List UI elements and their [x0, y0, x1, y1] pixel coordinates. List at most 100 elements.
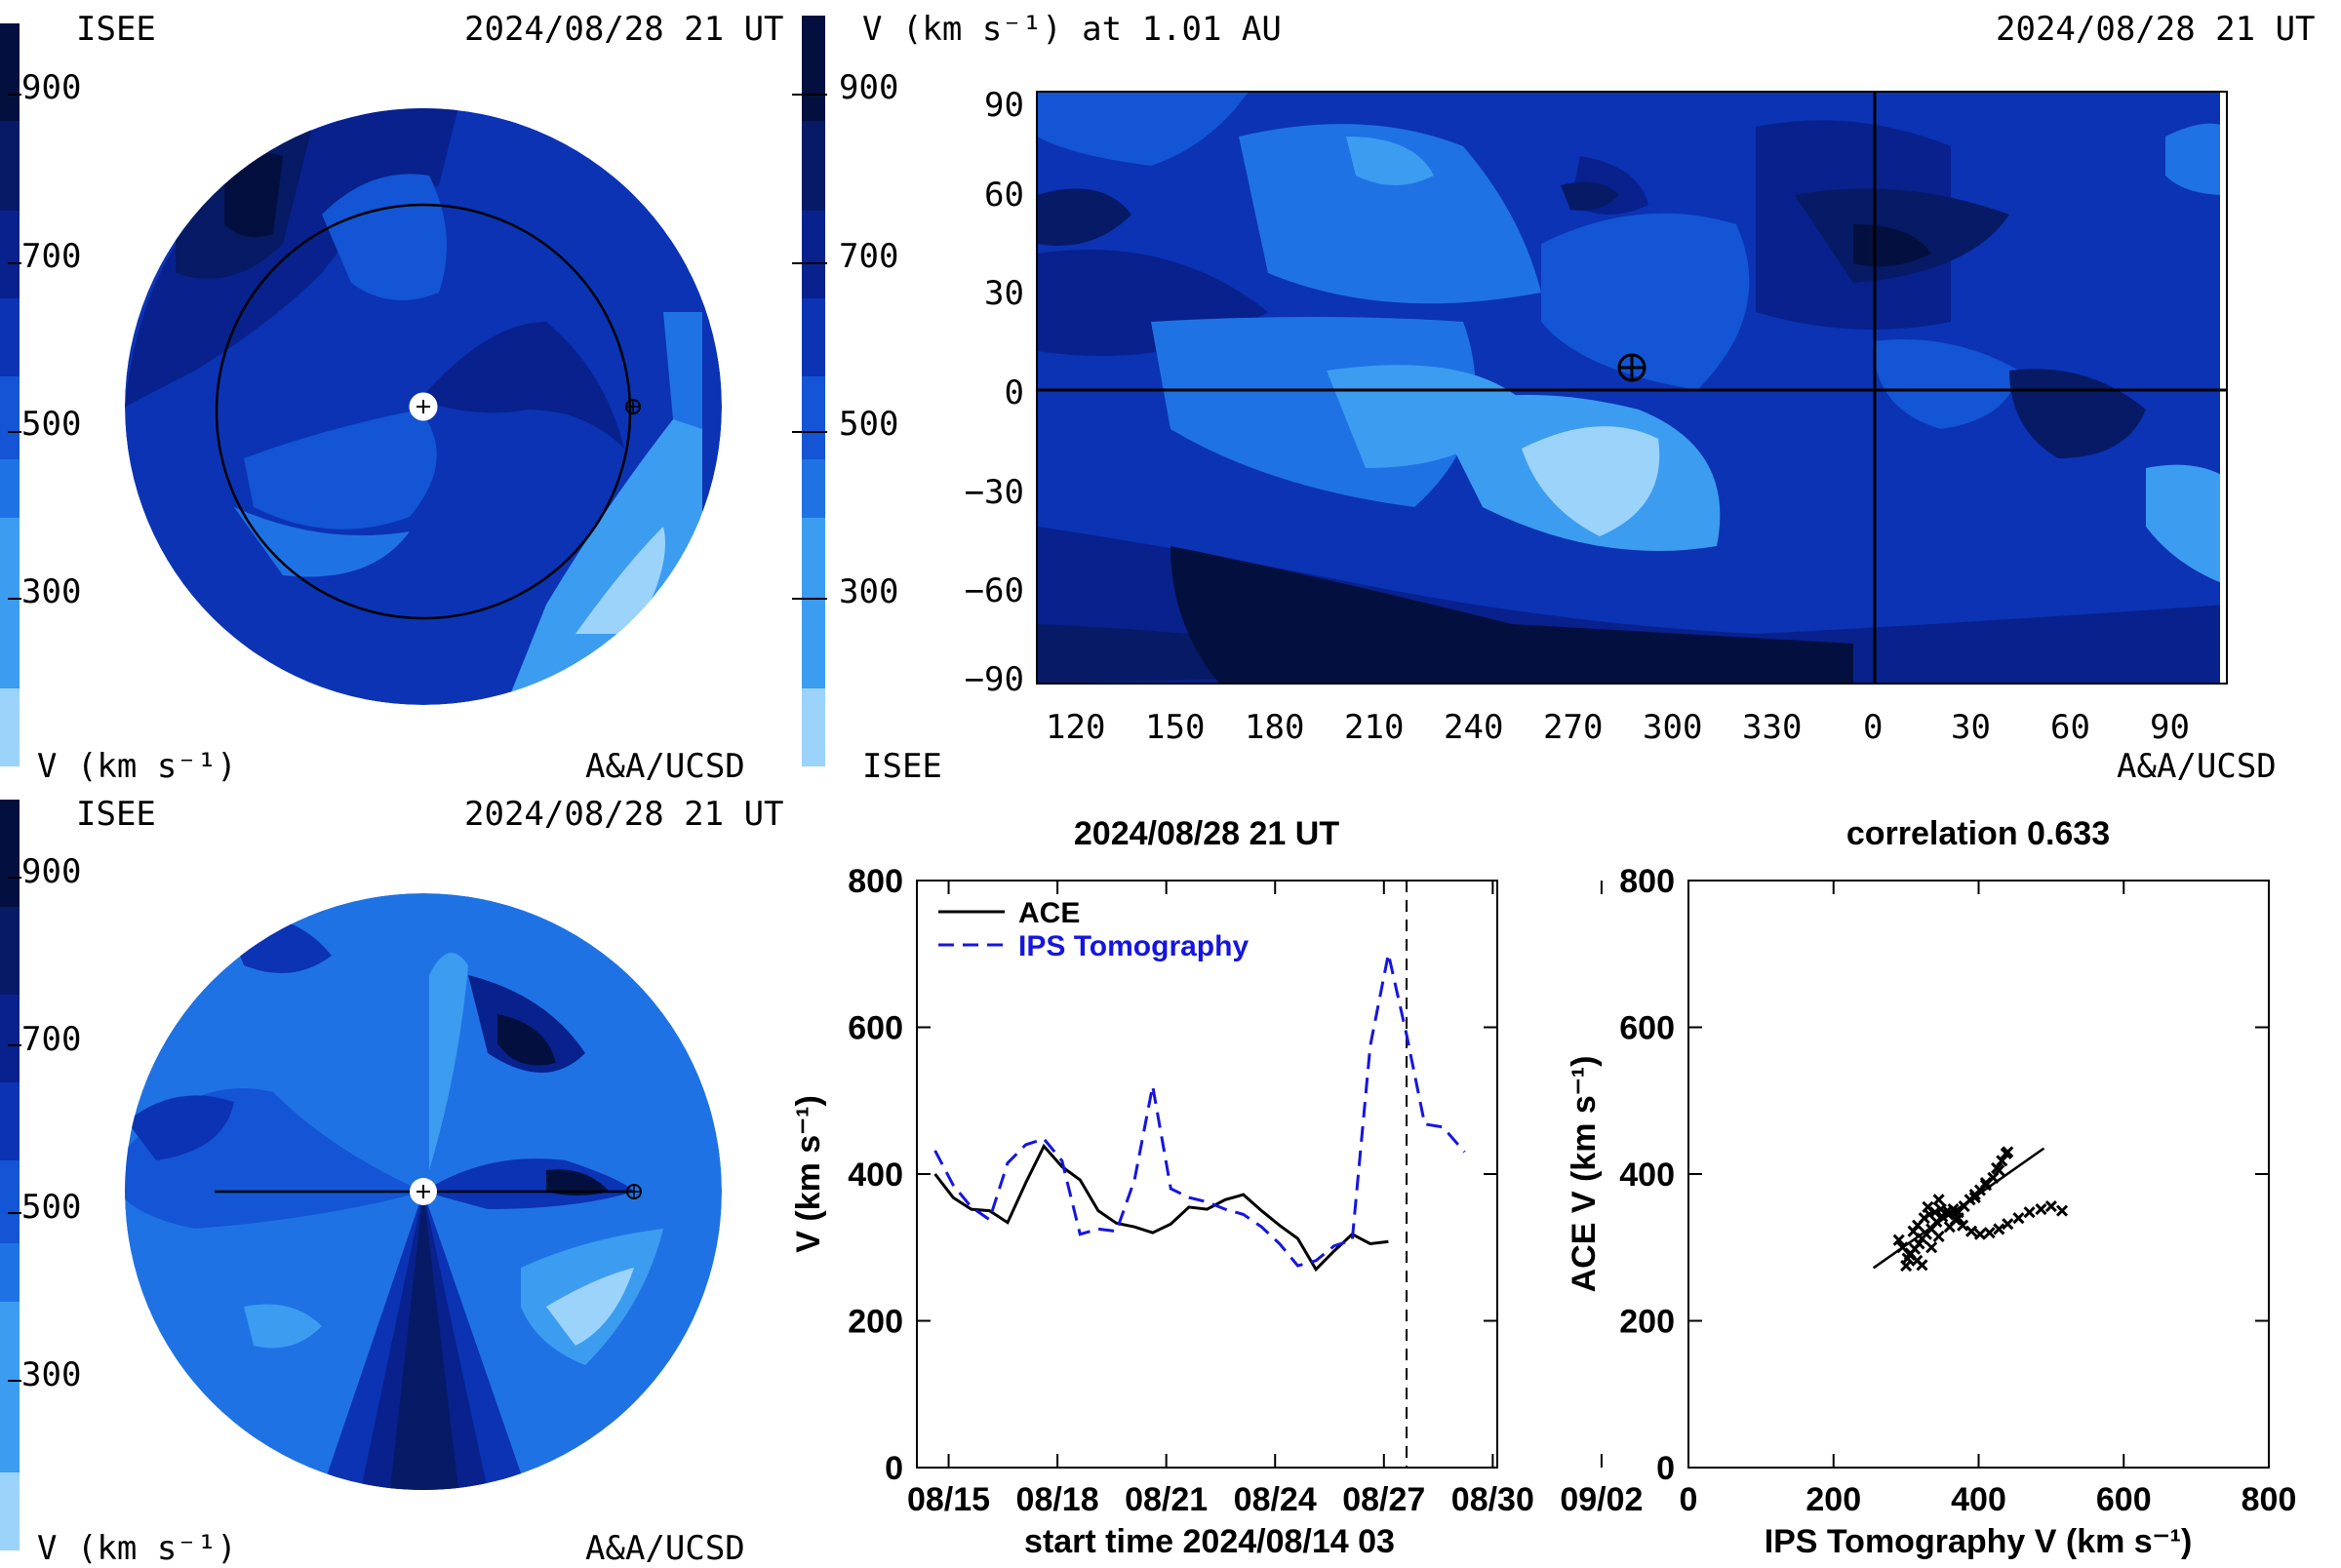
y-tick-label: 0: [885, 1450, 903, 1487]
longitude-tick-label: 60: [2050, 708, 2090, 747]
colorbar-top-right: [802, 16, 825, 766]
scatter-point: [2055, 1204, 2069, 1217]
series-line-ace: [933, 1143, 1389, 1273]
y-tick-label: 200: [848, 1304, 903, 1341]
x-tick-label: 600: [2096, 1481, 2152, 1518]
time-series-y-label: V (km s⁻¹): [790, 1095, 827, 1253]
longitude-tick-label: 330: [1742, 708, 1803, 747]
latitude-tick-label: −90: [964, 660, 1024, 699]
colorbar-tick-label: 700: [21, 1020, 82, 1059]
x-tick-label: 400: [1951, 1481, 2006, 1518]
scatter-point: [1916, 1259, 1928, 1272]
longitude-tick-label: 300: [1643, 708, 1703, 747]
scatter-point: [1934, 1203, 1947, 1216]
panel-org-label: ISEE: [862, 747, 942, 786]
y-tick-label: 800: [848, 863, 903, 900]
scatter-point: [1928, 1206, 1941, 1219]
scatter-point: [1991, 1161, 2004, 1175]
x-tick-label: 08/24: [1234, 1481, 1317, 1518]
y-tick-label: 0: [1656, 1450, 1675, 1487]
scatter-frame: [1687, 880, 2270, 1469]
legend-label: IPS Tomography: [1018, 930, 1249, 962]
synoptic-map-title: V (km s⁻¹) at 1.01 AU: [862, 10, 1282, 49]
colorbar-top-left: [0, 23, 20, 766]
y-tick-label: 400: [1619, 1156, 1675, 1194]
earth-orbit-top-left: [215, 203, 641, 620]
longitude-tick-label: 180: [1245, 708, 1305, 747]
colorbar-tick-label: 300: [21, 572, 82, 611]
longitude-tick-label: 150: [1145, 708, 1206, 747]
panel-timestamp: 2024/08/28 21 UT: [464, 795, 784, 834]
scatter-point: [1932, 1230, 1945, 1243]
synoptic-map-frame: [1036, 91, 2228, 685]
longitude-tick-label: 240: [1444, 708, 1504, 747]
longitude-tick-label: 270: [1543, 708, 1604, 747]
colorbar-tick-label: 700: [21, 237, 82, 276]
x-tick-label: 08/21: [1125, 1481, 1208, 1518]
scatter-point: [2002, 1218, 2014, 1231]
y-tick-label: 200: [1619, 1304, 1675, 1341]
scatter-point: [1964, 1225, 1978, 1237]
longitude-tick-label: 30: [1951, 708, 1991, 747]
latitude-tick-label: 60: [984, 176, 1024, 215]
colorbar-tick-label: 700: [839, 237, 899, 276]
y-tick-label: 400: [848, 1156, 903, 1194]
latitude-tick-label: 30: [984, 274, 1024, 313]
y-tick-label: 600: [848, 1010, 903, 1047]
x-tick-label: 09/02: [1560, 1481, 1643, 1518]
latitude-tick-label: −30: [964, 473, 1024, 512]
time-series-x-label: start time 2024/08/14 03: [1024, 1523, 1395, 1560]
panel-org-label: ISEE: [76, 795, 156, 834]
scatter-point: [1943, 1221, 1956, 1234]
scatter-point: [1996, 1155, 2008, 1167]
colorbar-tick-label: 500: [839, 405, 899, 444]
colorbar-bottom-left: [0, 800, 20, 1550]
colorbar-tick-label: 900: [839, 68, 899, 107]
colorbar-tick-label: 300: [839, 572, 899, 611]
x-tick-label: 08/30: [1451, 1481, 1534, 1518]
scatter-point: [1983, 1227, 1996, 1239]
scatter-point: [2044, 1200, 2057, 1213]
x-tick-label: 0: [1680, 1481, 1698, 1518]
colorbar-unit-label: V (km s⁻¹): [37, 747, 237, 786]
scatter-point: [1968, 1192, 1981, 1204]
x-tick-label: 08/27: [1342, 1481, 1425, 1518]
longitude-tick-label: 120: [1046, 708, 1106, 747]
colorbar-tick-label: 300: [21, 1355, 82, 1394]
scatter-point: [1979, 1176, 1993, 1190]
colorbar-tick-label: 900: [21, 68, 82, 107]
longitude-tick-label: 0: [1863, 708, 1884, 747]
credit-label: A&A/UCSD: [2117, 747, 2277, 786]
legend-label: ACE: [1018, 897, 1080, 929]
scatter-point: [1932, 1194, 1945, 1206]
latitude-tick-label: 90: [984, 86, 1024, 125]
time-series-title: 2024/08/28 21 UT: [1074, 815, 1339, 852]
series-line-ips-tomography: [933, 953, 1466, 1268]
scatter-x-label: IPS Tomography V (km s⁻¹): [1765, 1523, 2193, 1560]
latitude-tick-label: 0: [1004, 373, 1024, 412]
scatter-point: [1957, 1219, 1969, 1232]
panel-timestamp: 2024/08/28 21 UT: [464, 10, 784, 49]
longitude-tick-label: 210: [1344, 708, 1405, 747]
scatter-point: [1922, 1200, 1934, 1213]
scatter-point: [1942, 1208, 1955, 1221]
x-tick-label: 200: [1805, 1481, 1861, 1518]
scatter-point: [2035, 1203, 2047, 1216]
scatter-point: [2023, 1206, 2036, 1219]
latitude-tick-label: −60: [964, 571, 1024, 610]
x-tick-label: 08/18: [1016, 1481, 1099, 1518]
scatter-title: correlation 0.633: [1846, 815, 2110, 852]
x-tick-label: 08/15: [907, 1481, 990, 1518]
colorbar-tick-label: 500: [21, 1188, 82, 1227]
panel-org-label: ISEE: [76, 10, 156, 49]
earth-line-bottom-left: [215, 1178, 642, 1205]
scatter-point: [1973, 1228, 1987, 1240]
scatter-y-label: ACE V (km s⁻¹): [1566, 1056, 1603, 1293]
x-tick-label: 800: [2242, 1481, 2297, 1518]
synoptic-velocity-map: [1037, 92, 2227, 684]
longitude-tick-label: 90: [2150, 708, 2190, 747]
y-tick-label: 600: [1619, 1010, 1675, 1047]
credit-label: A&A/UCSD: [585, 747, 745, 786]
